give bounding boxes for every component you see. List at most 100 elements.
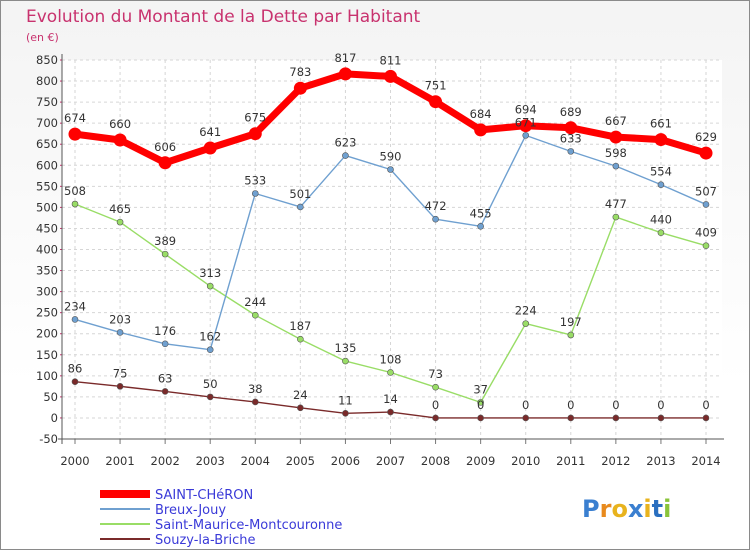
x-tick-label: 2004 (241, 454, 270, 468)
series-point (474, 123, 488, 137)
axes: -500501001502002503003504004505005506006… (36, 53, 724, 468)
y-tick-label: 50 (43, 390, 58, 404)
x-tick-label: 2013 (646, 454, 675, 468)
series-point (342, 357, 349, 365)
y-tick-label: 200 (36, 327, 58, 341)
data-label: 477 (605, 197, 627, 211)
series-point (387, 166, 394, 173)
y-tick-label: 350 (36, 264, 58, 278)
data-label: 660 (109, 117, 131, 131)
series-point (297, 404, 304, 412)
series-point (564, 121, 578, 135)
series-point (251, 190, 259, 197)
data-label: 0 (522, 398, 529, 412)
data-label: 507 (695, 184, 717, 198)
x-tick-label: 2008 (421, 454, 450, 468)
legend-label-3: Souzy-la-Briche (155, 533, 256, 548)
data-label: 501 (289, 187, 311, 201)
series-point (71, 378, 79, 386)
chart-title: Evolution du Montant de la Dette par Hab… (26, 7, 421, 27)
y-tick-label: 550 (36, 179, 58, 193)
series-point (522, 320, 530, 327)
data-label: 14 (383, 392, 398, 406)
series-point (702, 201, 710, 208)
series-point (387, 408, 394, 416)
series-point (519, 119, 533, 133)
data-label: 389 (154, 234, 176, 248)
data-label: 533 (244, 173, 266, 187)
series-point (567, 414, 575, 422)
series-point (158, 156, 172, 170)
legend-label-0: SAINT-CHéRON (155, 488, 253, 503)
x-tick-label: 2000 (60, 454, 89, 468)
y-tick-label: 300 (36, 285, 58, 299)
data-label: 674 (64, 111, 86, 125)
series-point (342, 152, 349, 159)
data-label: 75 (113, 366, 128, 380)
series-point (384, 69, 397, 83)
y-tick-label: 450 (36, 221, 58, 235)
y-tick-label: 600 (36, 158, 58, 172)
series-point (699, 146, 713, 160)
series-point (161, 250, 169, 258)
data-label: 224 (515, 304, 537, 318)
series-point (657, 414, 665, 422)
series-point (477, 223, 484, 230)
data-label: 0 (567, 398, 574, 412)
series-point (297, 335, 304, 343)
proxiti-logo-text: Proxiti (582, 495, 671, 523)
y-tick-label: -50 (39, 432, 58, 446)
data-label: 455 (470, 206, 492, 220)
series-point (116, 329, 124, 336)
data-label: 135 (334, 341, 356, 355)
series-point (612, 162, 620, 170)
y-tick-label: 500 (36, 200, 58, 214)
x-tick-label: 2001 (105, 454, 134, 468)
y-tick-label: 250 (36, 306, 58, 320)
series-point (522, 132, 530, 139)
series-layer (68, 67, 713, 422)
x-tick-label: 2012 (601, 454, 630, 468)
series-point (612, 414, 620, 422)
series-point (567, 331, 575, 339)
y-tick-label: 750 (36, 95, 58, 109)
series-point (387, 369, 394, 376)
x-tick-label: 2014 (691, 454, 720, 468)
data-label: 817 (334, 51, 356, 65)
y-tick-label: 0 (51, 411, 58, 425)
series-point (251, 398, 259, 406)
series-point (432, 383, 439, 391)
x-tick-label: 2005 (286, 454, 315, 468)
data-label: 37 (473, 382, 488, 396)
data-label: 440 (650, 213, 672, 227)
data-label: 675 (244, 111, 266, 125)
series-point (567, 148, 575, 155)
data-label: 465 (109, 202, 131, 216)
grid (62, 59, 722, 440)
data-label: 73 (428, 367, 443, 381)
series-point (612, 213, 620, 221)
data-label: 409 (695, 226, 717, 240)
data-label: 313 (199, 266, 221, 280)
x-tick-label: 2006 (331, 454, 360, 468)
data-label: 661 (650, 117, 672, 131)
data-label: 0 (702, 398, 709, 412)
y-tick-label: 650 (36, 137, 58, 151)
series-point (702, 242, 710, 250)
data-label: 162 (199, 330, 221, 344)
y-tick-label: 700 (36, 116, 58, 130)
data-label: 197 (560, 315, 582, 329)
x-tick-label: 2009 (466, 454, 495, 468)
series-point (522, 414, 530, 422)
y-tick-label: 850 (36, 53, 58, 67)
data-label: 234 (64, 299, 86, 313)
series-point (116, 383, 124, 390)
data-label: 689 (560, 105, 582, 119)
data-label: 554 (650, 165, 672, 179)
series-point (248, 127, 262, 141)
series-point (702, 414, 710, 422)
data-label: 472 (425, 199, 447, 213)
data-label: 24 (293, 388, 308, 402)
legend-label-1: Breux-Jouy (155, 503, 226, 518)
x-tick-label: 2002 (151, 454, 180, 468)
